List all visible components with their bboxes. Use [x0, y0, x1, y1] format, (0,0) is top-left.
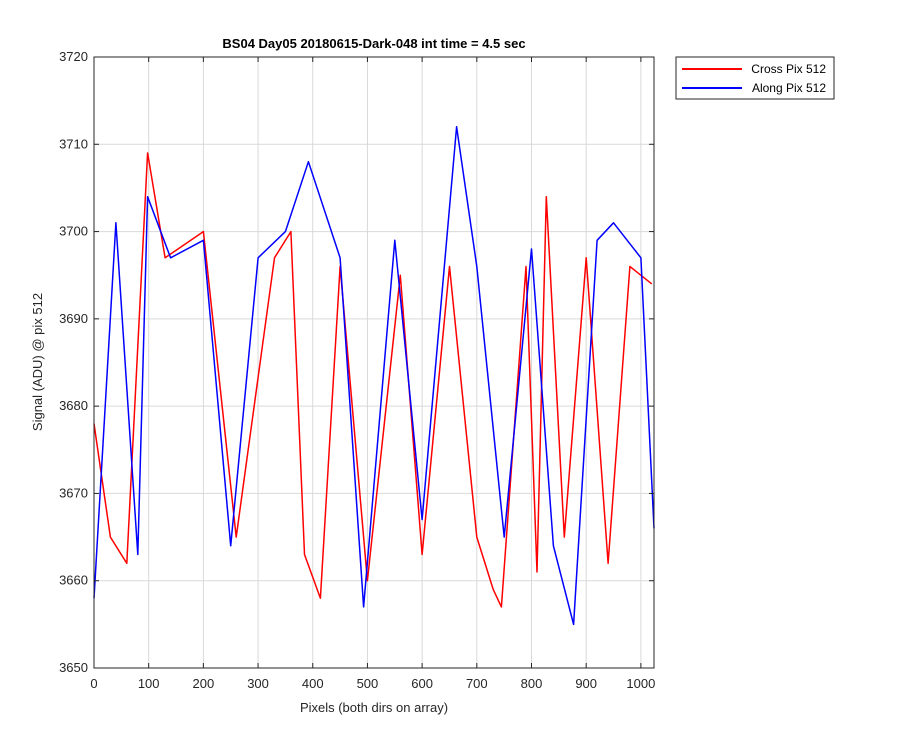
x-axis-label: Pixels (both dirs on array) [300, 700, 448, 715]
y-tick-label: 3680 [59, 398, 88, 413]
x-tick-label: 900 [575, 676, 597, 691]
x-tick-label: 300 [247, 676, 269, 691]
x-tick-label: 700 [466, 676, 488, 691]
x-axis-ticks: 0 100 200 300 400 500 600 700 800 900 1000 [90, 57, 655, 691]
x-tick-label: 100 [138, 676, 160, 691]
y-axis-label: Signal (ADU) @ pix 512 [30, 293, 45, 431]
legend-label-along: Along Pix 512 [752, 81, 826, 95]
x-tick-label: 0 [90, 676, 97, 691]
y-axis-ticks: 3650 3660 3670 3680 3690 3700 3710 3720 [59, 49, 654, 675]
legend-label-cross: Cross Pix 512 [751, 62, 826, 76]
y-tick-label: 3650 [59, 660, 88, 675]
legend-box [675, 56, 835, 100]
y-tick-label: 3700 [59, 224, 88, 239]
x-tick-label: 400 [302, 676, 324, 691]
x-tick-label: 500 [357, 676, 379, 691]
axes-box [93, 56, 655, 669]
series-line-cross-pix-512 [93, 152, 653, 608]
chart-title: BS04 Day05 20180615-Dark-048 int time = … [222, 36, 525, 51]
x-tick-label: 600 [411, 676, 433, 691]
y-tick-label: 3720 [59, 49, 88, 64]
y-tick-label: 3660 [59, 573, 88, 588]
x-tick-label: 200 [193, 676, 215, 691]
series-layer [93, 126, 655, 626]
y-tick-label: 3690 [59, 311, 88, 326]
y-tick-label: 3670 [59, 485, 88, 500]
x-tick-label: 1000 [626, 676, 655, 691]
legend: Cross Pix 512 Along Pix 512 [675, 56, 835, 100]
y-tick-label: 3710 [59, 136, 88, 151]
series-line-along-pix-512 [93, 126, 655, 626]
x-tick-label: 800 [521, 676, 543, 691]
plot-area [94, 57, 654, 668]
